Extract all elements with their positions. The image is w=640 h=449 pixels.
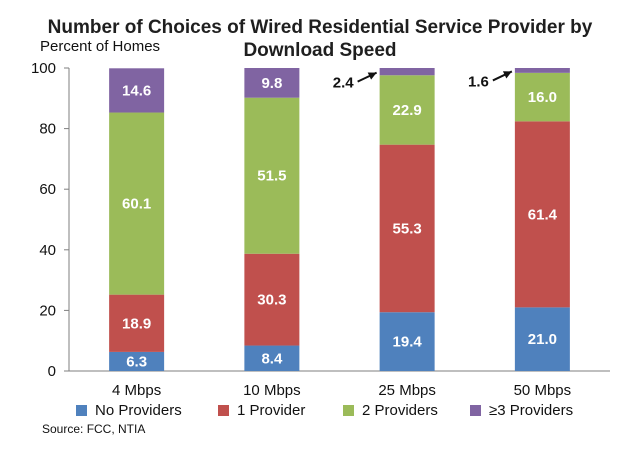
legend-item: 1 Provider — [218, 402, 305, 419]
callout-label: 2.4 — [333, 75, 355, 92]
data-label: 6.3 — [126, 353, 147, 370]
bar-segment — [109, 294, 165, 352]
legend-swatch — [343, 405, 354, 416]
data-label: 30.3 — [257, 292, 286, 309]
callout-arrowhead — [367, 72, 377, 80]
data-label: 55.3 — [393, 220, 422, 237]
y-tick-label: 0 — [48, 363, 56, 380]
x-category-label: 4 Mbps — [112, 382, 161, 399]
data-label: 22.9 — [393, 102, 422, 119]
data-label: 9.8 — [261, 75, 282, 92]
y-tick-label: 60 — [39, 181, 56, 198]
bar-segment — [379, 68, 435, 76]
x-category-label: 10 Mbps — [243, 382, 301, 399]
data-label: 8.4 — [261, 350, 283, 367]
legend-item: ≥3 Providers — [470, 402, 573, 419]
data-label: 60.1 — [122, 196, 151, 213]
bar-segment — [514, 72, 570, 122]
legend-label: ≥3 Providers — [489, 402, 574, 419]
data-label: 14.6 — [122, 82, 151, 99]
callout-label: 1.6 — [468, 73, 489, 90]
bar-segment — [244, 97, 300, 254]
bar-segment — [514, 121, 570, 308]
bar-segment — [379, 75, 435, 145]
data-label: 21.0 — [528, 331, 557, 348]
bar-segment — [244, 345, 300, 371]
bar-segment — [379, 312, 435, 371]
x-category-label: 50 Mbps — [514, 382, 572, 399]
legend-label: No Providers — [95, 402, 182, 419]
legend-item: No Providers — [76, 402, 182, 419]
legend-label: 2 Providers — [362, 402, 438, 419]
y-axis-label: Percent of Homes — [40, 38, 161, 55]
data-label: 51.5 — [257, 168, 286, 185]
legend-swatch — [76, 405, 87, 416]
bar-segment — [379, 144, 435, 313]
bar-segment — [109, 112, 165, 295]
callout-arrowhead — [502, 71, 512, 79]
legend-item: 2 Providers — [343, 402, 438, 419]
legend-label: 1 Provider — [237, 402, 306, 419]
data-label: 61.4 — [528, 206, 558, 223]
bar-segment — [514, 307, 570, 371]
bar-segment — [109, 351, 165, 371]
x-category-label: 25 Mbps — [378, 382, 436, 399]
chart-title: Number of Choices of Wired Residential S… — [47, 17, 593, 61]
source-note: Source: FCC, NTIA — [42, 422, 146, 436]
data-label: 18.9 — [122, 315, 151, 332]
y-tick-label: 20 — [39, 302, 56, 319]
legend-swatch — [218, 405, 229, 416]
data-label: 19.4 — [393, 334, 423, 351]
y-tick-label: 40 — [39, 242, 56, 259]
legend-swatch — [470, 405, 481, 416]
bar-segment — [109, 68, 165, 113]
legend: No Providers 1 Provider 2 Providers ≥3 Prov… — [0, 402, 640, 420]
data-label: 16.0 — [528, 89, 557, 106]
y-tick-label: 100 — [31, 60, 56, 77]
bar-segment — [514, 68, 570, 73]
bar-segment — [244, 68, 300, 98]
y-tick-label: 80 — [39, 121, 56, 138]
bar-segment — [244, 253, 300, 346]
